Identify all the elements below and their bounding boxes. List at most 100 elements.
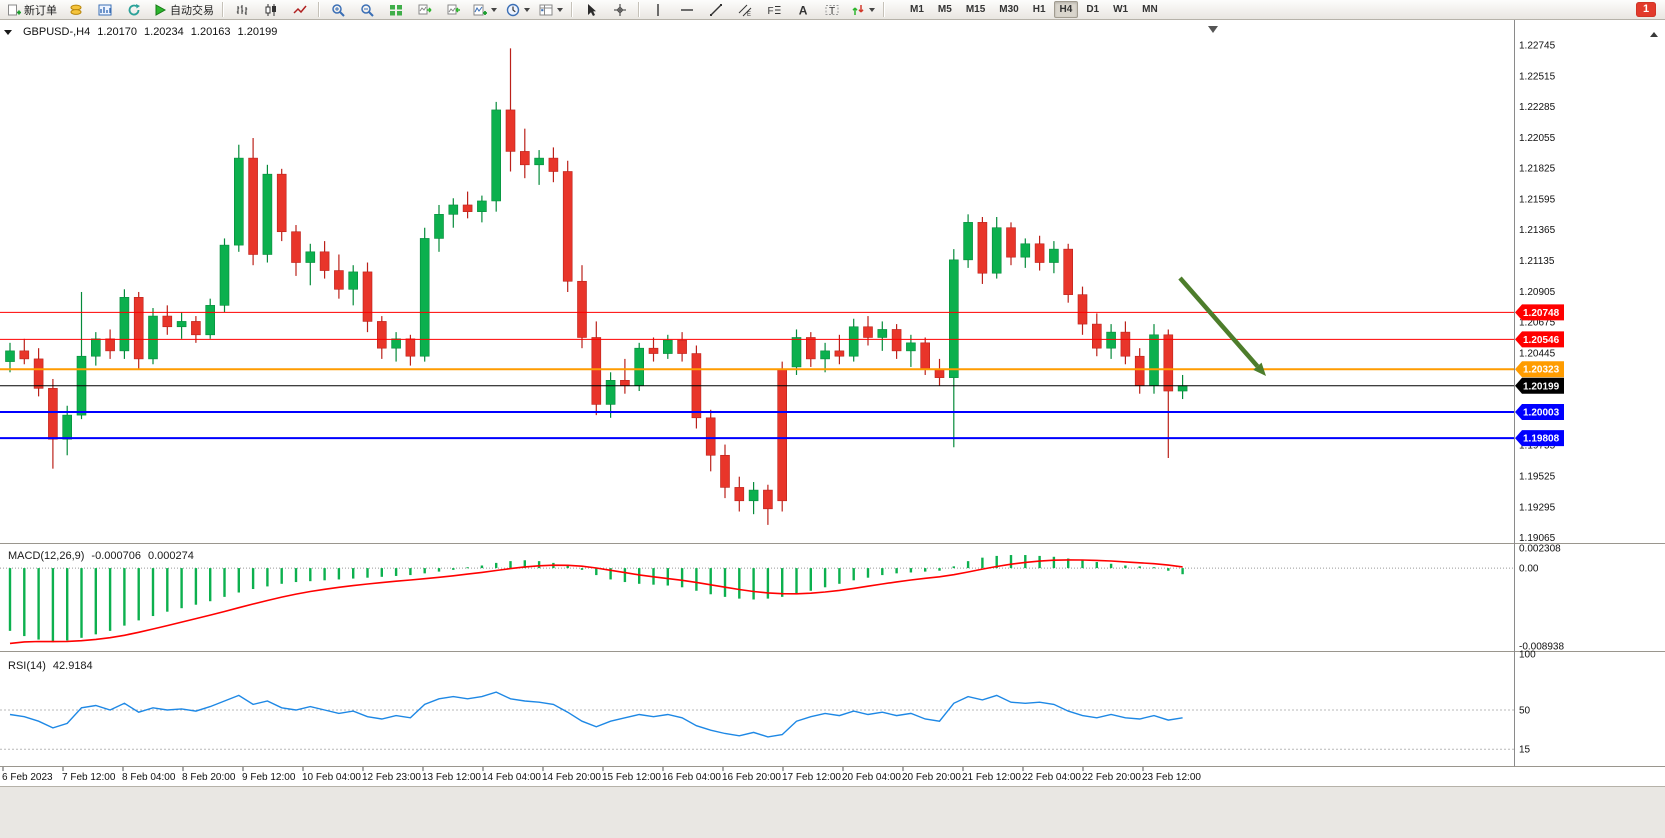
market-watch-button[interactable] [91, 0, 119, 19]
candle [863, 316, 873, 346]
candle [1049, 241, 1059, 274]
coins-button[interactable] [62, 0, 90, 19]
candle [434, 204, 444, 252]
time-axis-label: 22 Feb 20:00 [1082, 772, 1141, 783]
candle [248, 138, 258, 266]
shift-icon [418, 3, 432, 17]
new-order-button-label: 新订单 [24, 4, 57, 17]
price-tick-label: 1.21825 [1519, 164, 1556, 175]
cursor-icon [584, 3, 598, 17]
candle [205, 298, 215, 339]
bars-chart-button[interactable] [228, 0, 256, 19]
macd-value-main: -0.000706 [91, 550, 141, 562]
candle [91, 332, 101, 366]
toolbar-separator [638, 2, 640, 17]
price-chart-canvas[interactable]: 1.22745 1.22515 1.22285 1.22055 1.21825 1.215… [0, 20, 1665, 786]
candle [276, 168, 287, 242]
notification-badge[interactable]: 1 [1636, 2, 1656, 17]
candle [519, 128, 530, 179]
clock-icon [506, 3, 520, 17]
time-axis-label: 22 Feb 04:00 [1022, 772, 1081, 783]
grid-icon [389, 3, 403, 17]
candle [477, 195, 487, 223]
candle [877, 321, 888, 351]
macd-axis-label: 0.002308 [1519, 544, 1561, 555]
candle [1134, 348, 1145, 394]
timeframe-d1-button[interactable]: D1 [1086, 4, 1100, 15]
timeframe-mn-button[interactable]: MN [1142, 4, 1158, 15]
tile-windows-button[interactable] [382, 0, 410, 19]
chart-shift-marker[interactable] [1208, 26, 1218, 33]
svg-text:1.20323: 1.20323 [1523, 365, 1560, 376]
crosshair-button[interactable] [606, 0, 634, 19]
timeframe-h1-button[interactable]: H1 [1032, 4, 1046, 15]
candle [948, 249, 959, 448]
refresh-button[interactable] [120, 0, 148, 19]
price-badge: 1.20199 [1515, 377, 1564, 394]
candle [891, 324, 902, 359]
panel-scroll-up-icon[interactable] [1650, 24, 1658, 42]
channel-button[interactable]: E [731, 0, 759, 19]
trendline-button[interactable] [702, 0, 730, 19]
chart-shift-button[interactable] [411, 0, 439, 19]
candle-chart-button[interactable] [257, 0, 285, 19]
price-axis[interactable]: 1.22745 1.22515 1.22285 1.22055 1.21825 1.215… [1515, 41, 1564, 545]
price-tick-label: 1.20445 [1519, 348, 1556, 359]
label-button[interactable]: T [818, 0, 846, 19]
svg-text:1.20748: 1.20748 [1523, 308, 1560, 319]
candles-layer [5, 48, 1188, 525]
candle [5, 342, 15, 373]
line-chart-button[interactable] [286, 0, 314, 19]
price-tick-label: 1.22515 [1519, 71, 1556, 82]
svg-text:1.20003: 1.20003 [1523, 408, 1560, 419]
timeframe-w1-button[interactable]: W1 [1113, 4, 1129, 15]
timeframe-m5-button[interactable]: M5 [937, 4, 952, 15]
cursor-button[interactable] [577, 0, 605, 19]
templates-button[interactable] [535, 0, 567, 19]
candle [1149, 324, 1159, 394]
time-axis-label: 16 Feb 20:00 [722, 772, 781, 783]
new-chart-icon [473, 3, 487, 17]
timeframe-m30-button[interactable]: M30 [999, 4, 1019, 15]
candle [176, 312, 187, 339]
toolbar-separator [318, 2, 320, 17]
candle [48, 378, 58, 469]
new-order-icon [7, 3, 21, 17]
new-order-button[interactable]: 新订单 [3, 0, 61, 19]
time-axis-label: 8 Feb 04:00 [122, 772, 176, 783]
arrow-annotation[interactable] [1178, 276, 1266, 376]
arrows-button[interactable] [847, 0, 879, 19]
candle [620, 358, 630, 394]
trendline-icon [709, 3, 723, 17]
candle [334, 254, 344, 299]
toolbar-separator [571, 2, 573, 17]
candle [291, 225, 301, 276]
candle [76, 291, 87, 420]
timeframe-m1-button[interactable]: M1 [910, 4, 924, 15]
zoom-in-button[interactable] [324, 0, 352, 19]
ohlc-open: 1.20170 [97, 26, 138, 38]
vertical-line-button[interactable] [644, 0, 672, 19]
status-strip [0, 786, 1665, 838]
timeframe-m15-button[interactable]: M15 [965, 4, 986, 15]
price-badge: 1.19808 [1515, 430, 1564, 447]
time-axis-label: 14 Feb 20:00 [542, 772, 601, 783]
periods-button[interactable] [502, 0, 534, 19]
svg-text:F: F [768, 6, 774, 17]
horizontal-line-button[interactable] [673, 0, 701, 19]
time-axis[interactable]: 6 Feb 2023 7 Feb 12:00 8 Feb 04:00 8 Feb 20… [2, 767, 1201, 783]
chart-menu-icon[interactable] [4, 29, 12, 35]
price-badge: 1.20003 [1515, 404, 1564, 421]
candle [648, 337, 659, 362]
text-button[interactable]: A [789, 0, 817, 19]
time-axis-label: 23 Feb 12:00 [1142, 772, 1201, 783]
auto-scroll-button[interactable] [440, 0, 468, 19]
fibonacci-button[interactable]: F [760, 0, 788, 19]
candle [605, 372, 616, 418]
timeframe-h4-button[interactable]: H4 [1053, 1, 1079, 18]
channel-icon: E [738, 3, 752, 17]
zoom-out-button[interactable] [353, 0, 381, 19]
new-chart-button[interactable] [469, 0, 501, 19]
autotrading-button[interactable]: 自动交易 [149, 0, 218, 19]
rsi-value: 42.9184 [52, 660, 93, 672]
